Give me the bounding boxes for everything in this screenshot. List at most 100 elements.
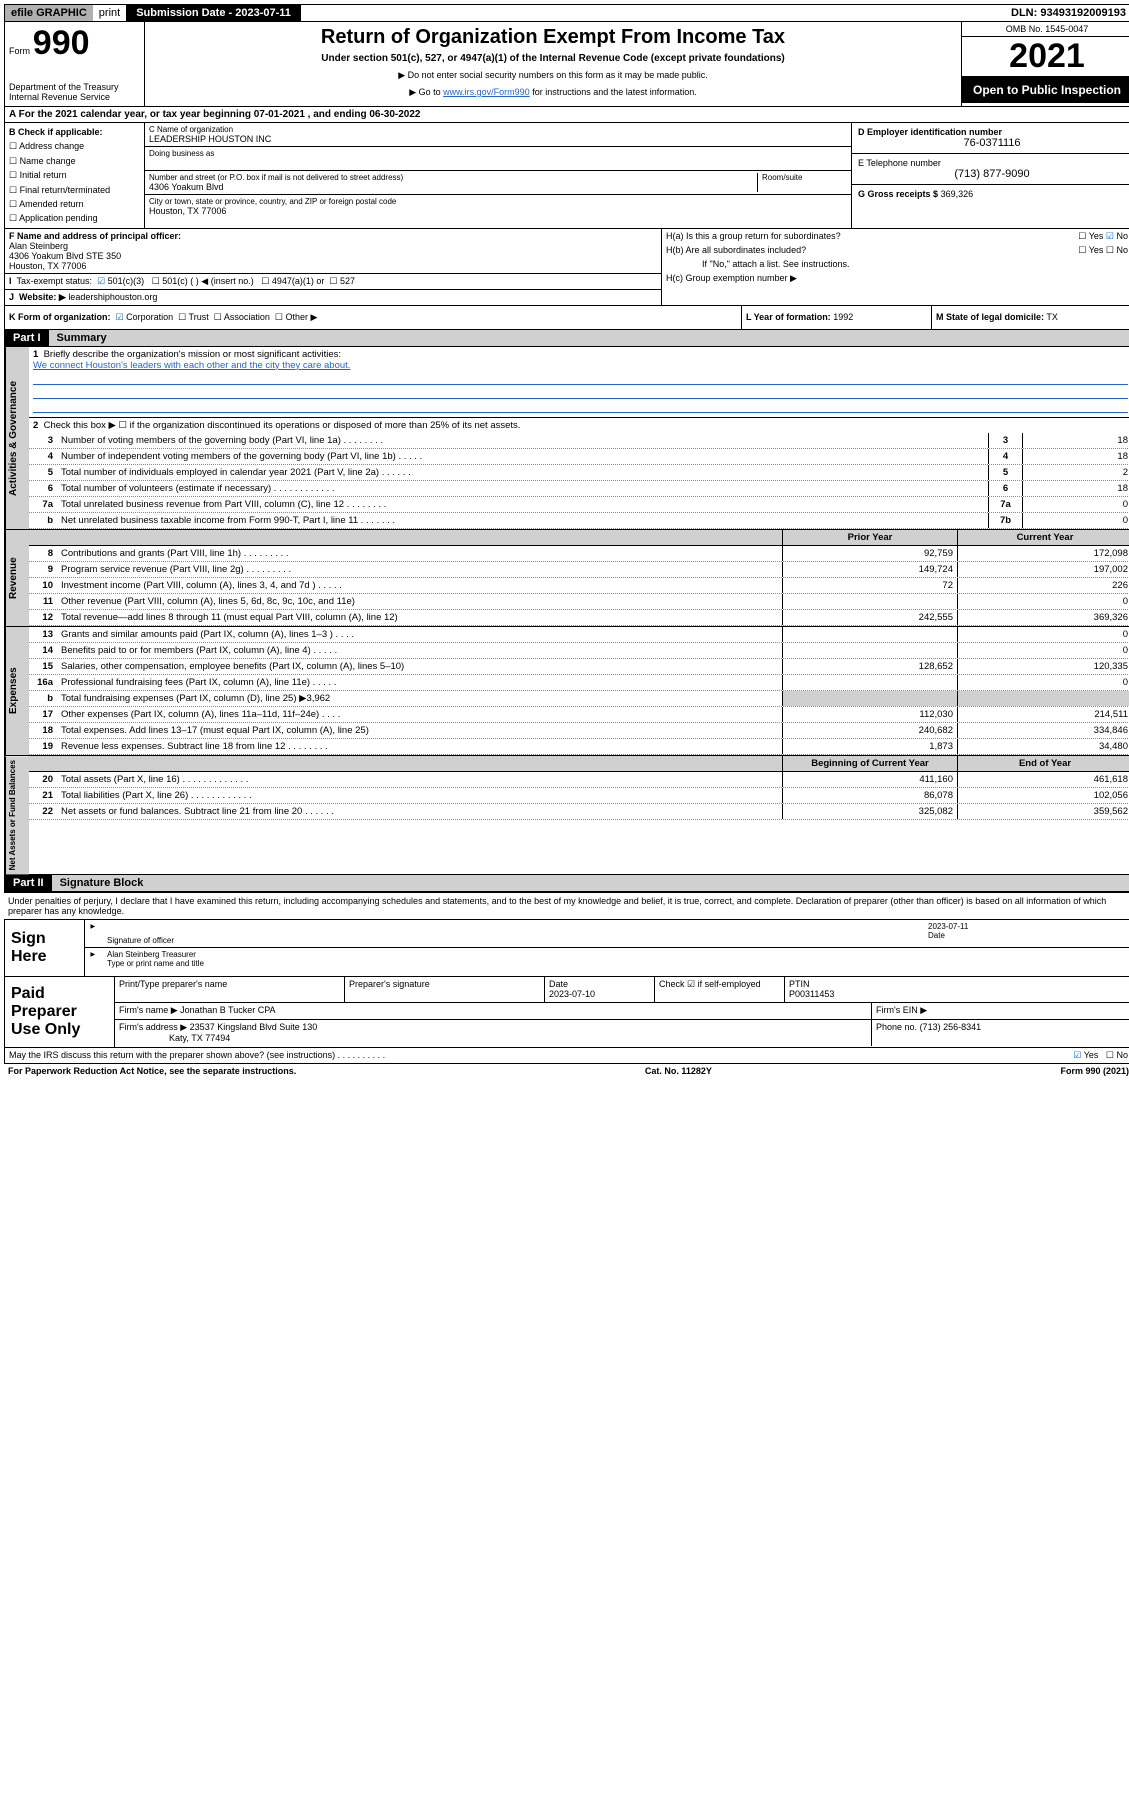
tax-year: 2021 (962, 37, 1129, 77)
note-goto: Go to www.irs.gov/Form990 for instructio… (149, 87, 957, 98)
hb-yes[interactable]: Yes (1078, 245, 1103, 255)
table-row: 4 Number of independent voting members o… (29, 449, 1129, 465)
org-name: LEADERSHIP HOUSTON INC (149, 134, 847, 144)
street-label: Number and street (or P.O. box if mail i… (149, 173, 757, 182)
prep-h4[interactable]: Check ☑ if self-employed (655, 977, 785, 1002)
j-label: Website: ▶ (19, 292, 66, 302)
chk-name-change[interactable]: Name change (9, 156, 76, 166)
d-label: D Employer identification number (858, 127, 1002, 137)
table-row: 13 Grants and similar amounts paid (Part… (29, 627, 1129, 643)
table-row: 19 Revenue less expenses. Subtract line … (29, 739, 1129, 755)
print-label[interactable]: print (93, 5, 126, 21)
table-row: b Net unrelated business taxable income … (29, 513, 1129, 529)
chk-trust[interactable]: Trust (178, 312, 209, 322)
hdr-end: End of Year (957, 756, 1129, 771)
mission-text: We connect Houston's leaders with each o… (33, 360, 350, 371)
section-a-g: A For the 2021 calendar year, or tax yea… (4, 107, 1129, 229)
note-ssn: Do not enter social security numbers on … (149, 70, 957, 81)
ha-yes[interactable]: Yes (1078, 231, 1103, 241)
i-label: Tax-exempt status: (17, 276, 93, 286)
chk-app-pending[interactable]: Application pending (9, 213, 98, 223)
part2-label: Part II (5, 875, 52, 891)
activities-governance: Activities & Governance 1 Briefly descri… (4, 347, 1129, 529)
vert-na: Net Assets or Fund Balances (5, 756, 29, 874)
table-row: 12 Total revenue—add lines 8 through 11 … (29, 610, 1129, 626)
officer-name: Alan Steinberg (9, 241, 68, 251)
irs-link[interactable]: www.irs.gov/Form990 (443, 87, 530, 97)
discuss-no[interactable]: No (1106, 1050, 1128, 1060)
form-word: Form (9, 46, 30, 56)
table-row: 8 Contributions and grants (Part VIII, l… (29, 546, 1129, 562)
sig-officer-label: Signature of officer (107, 936, 174, 945)
c-label: C Name of organization (149, 125, 847, 134)
e-label: E Telephone number (858, 158, 1126, 168)
sig-name-val: Alan Steinberg Treasurer (107, 950, 196, 959)
chk-501c[interactable]: 501(c) ( ) ◀ (insert no.) (152, 276, 254, 286)
sig-date-val: 2023-07-11 (928, 922, 968, 931)
firm-addr-l: Firm's address ▶ (119, 1022, 187, 1032)
part1-title: Summary (49, 330, 1129, 346)
sign-label: Sign Here (5, 920, 85, 976)
sub-title: Under section 501(c), 527, or 4947(a)(1)… (149, 53, 957, 64)
website[interactable]: leadershiphouston.org (68, 292, 157, 302)
table-row: 14 Benefits paid to or for members (Part… (29, 643, 1129, 659)
chk-address-change[interactable]: Address change (9, 141, 84, 151)
footer: For Paperwork Reduction Act Notice, see … (4, 1064, 1129, 1078)
table-row: 20 Total assets (Part X, line 16) . . . … (29, 772, 1129, 788)
chk-other[interactable]: Other ▶ (275, 312, 318, 322)
discuss-yes[interactable]: Yes (1073, 1050, 1098, 1060)
ha-no[interactable]: No (1106, 231, 1128, 241)
table-row: 18 Total expenses. Add lines 13–17 (must… (29, 723, 1129, 739)
section-b: B Check if applicable: Address change Na… (5, 123, 145, 228)
phone: (713) 877-9090 (858, 168, 1126, 180)
table-row: 22 Net assets or fund balances. Subtract… (29, 804, 1129, 820)
open-public: Open to Public Inspection (962, 77, 1129, 103)
revenue: Revenue Prior Year Current Year 8 Contri… (4, 529, 1129, 627)
ha-label: H(a) Is this a group return for subordin… (666, 231, 841, 241)
l-label: L Year of formation: (746, 312, 831, 322)
chk-corp[interactable]: Corporation (116, 312, 174, 322)
hc-label: H(c) Group exemption number ▶ (662, 271, 1129, 286)
department: Department of the Treasury Internal Reve… (9, 82, 140, 102)
prep-h3v: 2023-07-10 (549, 989, 595, 999)
part2-title: Signature Block (52, 875, 1129, 891)
table-row: 15 Salaries, other compensation, employe… (29, 659, 1129, 675)
l-val: 1992 (833, 312, 853, 322)
penalty-text: Under penalties of perjury, I declare th… (4, 892, 1129, 919)
chk-501c3[interactable]: 501(c)(3) (97, 276, 144, 286)
table-row: 16a Professional fundraising fees (Part … (29, 675, 1129, 691)
firm-name-v: Jonathan B Tucker CPA (180, 1005, 275, 1015)
chk-4947[interactable]: 4947(a)(1) or (261, 276, 324, 286)
table-row: 3 Number of voting members of the govern… (29, 433, 1129, 449)
discuss-row: May the IRS discuss this return with the… (4, 1048, 1129, 1064)
chk-assoc[interactable]: Association (214, 312, 270, 322)
chk-527[interactable]: 527 (329, 276, 355, 286)
dba-label: Doing business as (149, 149, 847, 158)
prep-label: Paid Preparer Use Only (5, 977, 115, 1047)
b-label: B Check if applicable: (9, 127, 103, 137)
form-header: Form 990 Department of the Treasury Inte… (4, 22, 1129, 107)
hdr-prior: Prior Year (782, 530, 957, 545)
table-row: b Total fundraising expenses (Part IX, c… (29, 691, 1129, 707)
prep-h1: Print/Type preparer's name (115, 977, 345, 1002)
hdr-curr: Current Year (957, 530, 1129, 545)
net-assets: Net Assets or Fund Balances Beginning of… (4, 756, 1129, 875)
chk-final-return[interactable]: Final return/terminated (9, 185, 110, 195)
cat-no: Cat. No. 11282Y (645, 1066, 712, 1076)
table-row: 17 Other expenses (Part IX, column (A), … (29, 707, 1129, 723)
city-label: City or town, state or province, country… (149, 197, 847, 206)
hb-no[interactable]: No (1106, 245, 1128, 255)
discuss-text: May the IRS discuss this return with the… (9, 1050, 385, 1061)
expenses: Expenses 13 Grants and similar amounts p… (4, 627, 1129, 756)
efile-label: efile GRAPHIC (5, 5, 93, 21)
chk-amended[interactable]: Amended return (9, 199, 84, 209)
arrow-icon (89, 950, 107, 968)
firm-addr-v1: 23537 Kingsland Blvd Suite 130 (190, 1022, 318, 1032)
prep-h3l: Date (549, 979, 568, 989)
m-val: TX (1046, 312, 1058, 322)
paid-preparer: Paid Preparer Use Only Print/Type prepar… (4, 977, 1129, 1048)
part1-label: Part I (5, 330, 49, 346)
table-row: 11 Other revenue (Part VIII, column (A),… (29, 594, 1129, 610)
chk-initial-return[interactable]: Initial return (9, 170, 67, 180)
part1-header: Part I Summary (4, 330, 1129, 347)
